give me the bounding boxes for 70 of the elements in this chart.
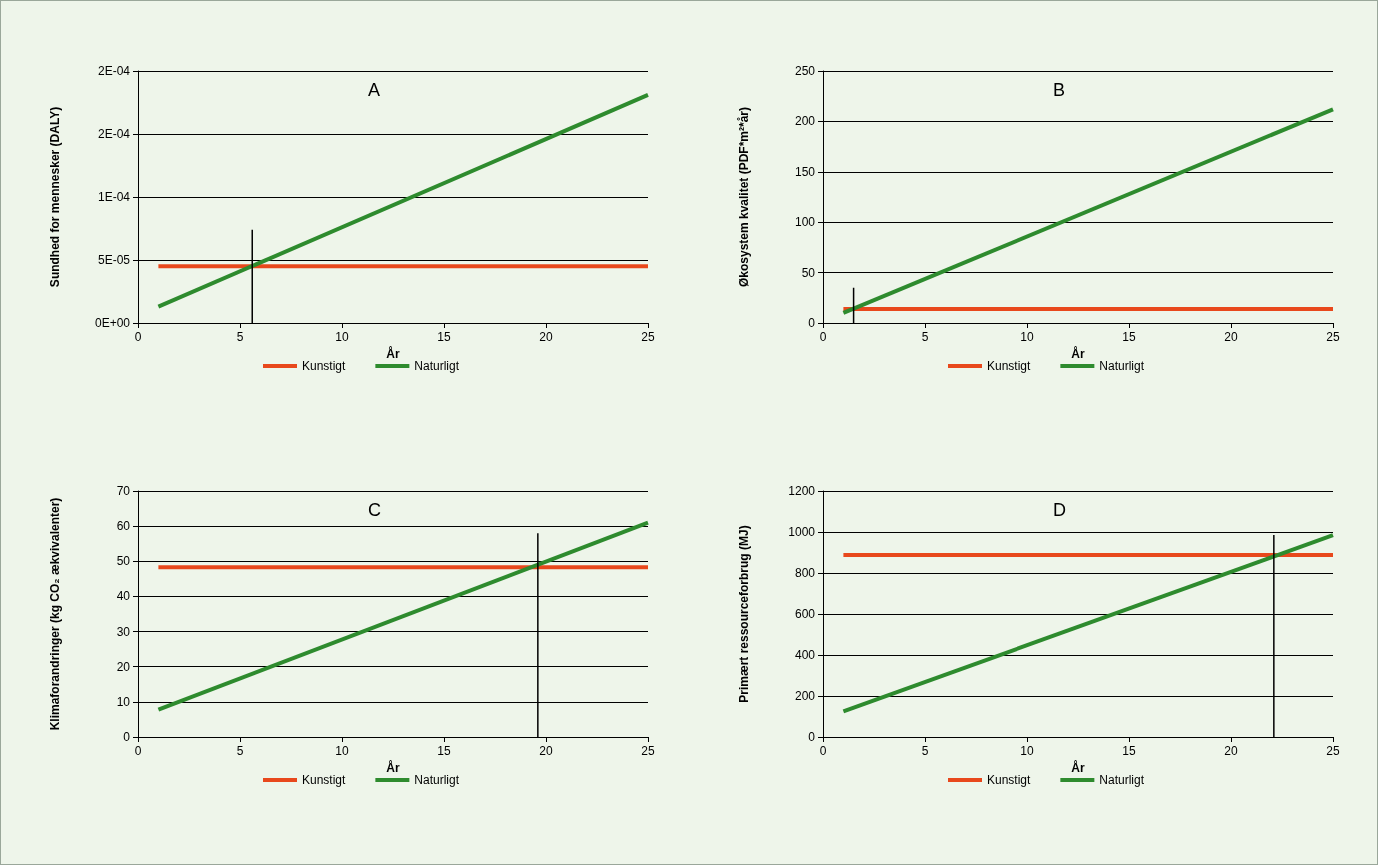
x-tick-label: 0 [134,744,142,758]
annotation: A [368,80,381,100]
x-axis-title: År [1071,759,1085,775]
y-tick-label: 1000 [788,525,816,539]
y-tick-label: 30 [116,624,131,639]
x-axis-title: År [1071,345,1085,361]
x-tick-label: 15 [437,330,451,344]
y-tick-label: 0 [123,730,131,744]
y-tick-label: 50 [801,265,816,280]
x-tick-label: 5 [236,330,244,344]
x-tick-label: 10 [1020,744,1034,758]
legend-label: Kunstigt [987,359,1032,373]
y-tick-label: 2E-04 [97,127,131,141]
y-tick-label: 0 [808,730,816,744]
x-tick-label: 5 [921,330,929,344]
y-tick-label: 800 [794,566,816,580]
x-axis-title: År [386,759,400,775]
y-tick-label: 100 [794,215,816,230]
y-tick-label: 600 [794,607,816,621]
annotation: C [368,500,381,520]
legend-label: Naturligt [1099,773,1145,787]
legend-label: Kunstigt [987,773,1032,787]
x-tick-label: 10 [335,330,349,344]
x-tick-label: 15 [1122,330,1136,344]
legend-label: Naturligt [414,359,460,373]
annotation: B [1053,80,1066,100]
x-tick-label: 20 [1224,330,1238,344]
y-tick-label: 20 [116,659,131,674]
y-tick-label: 200 [794,689,816,703]
y-axis-title: Økosystem kvalitet (PDF*m²*år) [737,106,751,288]
x-tick-label: 25 [1326,330,1340,344]
y-tick-label: 1200 [788,484,816,498]
y-axis-title: Sundhed for mennesker (DALY) [48,106,62,288]
x-tick-label: 5 [236,744,244,758]
y-tick-label: 70 [116,484,131,498]
y-tick-label: 10 [116,694,131,709]
y-tick-label: 0 [808,316,816,330]
x-tick-label: 0 [819,744,827,758]
x-tick-label: 10 [335,744,349,758]
y-tick-label: 5E-05 [97,253,131,267]
legend-label: Kunstigt [302,359,347,373]
y-tick-label: 2E-04 [97,64,131,78]
y-tick-label: 150 [794,164,816,179]
x-tick-label: 25 [1326,744,1340,758]
legend-label: Kunstigt [302,773,347,787]
x-tick-label: 10 [1020,330,1034,344]
legend-label: Naturligt [1099,359,1145,373]
y-tick-label: 250 [794,64,816,78]
y-tick-label: 0E+00 [94,316,131,330]
x-tick-label: 0 [819,330,827,344]
x-tick-label: 25 [641,744,655,758]
legend-label: Naturligt [414,773,460,787]
x-tick-label: 0 [134,330,142,344]
x-tick-label: 20 [539,744,553,758]
y-tick-label: 1E-04 [97,190,131,204]
y-axis-title: Primært ressourceforbrug (MJ) [737,525,751,703]
x-tick-label: 20 [1224,744,1238,758]
x-tick-label: 15 [1122,744,1136,758]
y-tick-label: 200 [794,114,816,129]
y-tick-label: 60 [116,519,131,534]
x-tick-label: 25 [641,330,655,344]
y-tick-label: 400 [794,648,816,662]
y-tick-label: 40 [116,589,131,604]
x-tick-label: 5 [921,744,929,758]
y-axis-title: Klimaforandringer (kg CO₂ ækvivalenter) [48,497,62,731]
x-tick-label: 20 [539,330,553,344]
x-axis-title: År [386,345,400,361]
x-tick-label: 15 [437,744,451,758]
annotation: D [1053,500,1066,520]
y-tick-label: 50 [116,554,131,569]
